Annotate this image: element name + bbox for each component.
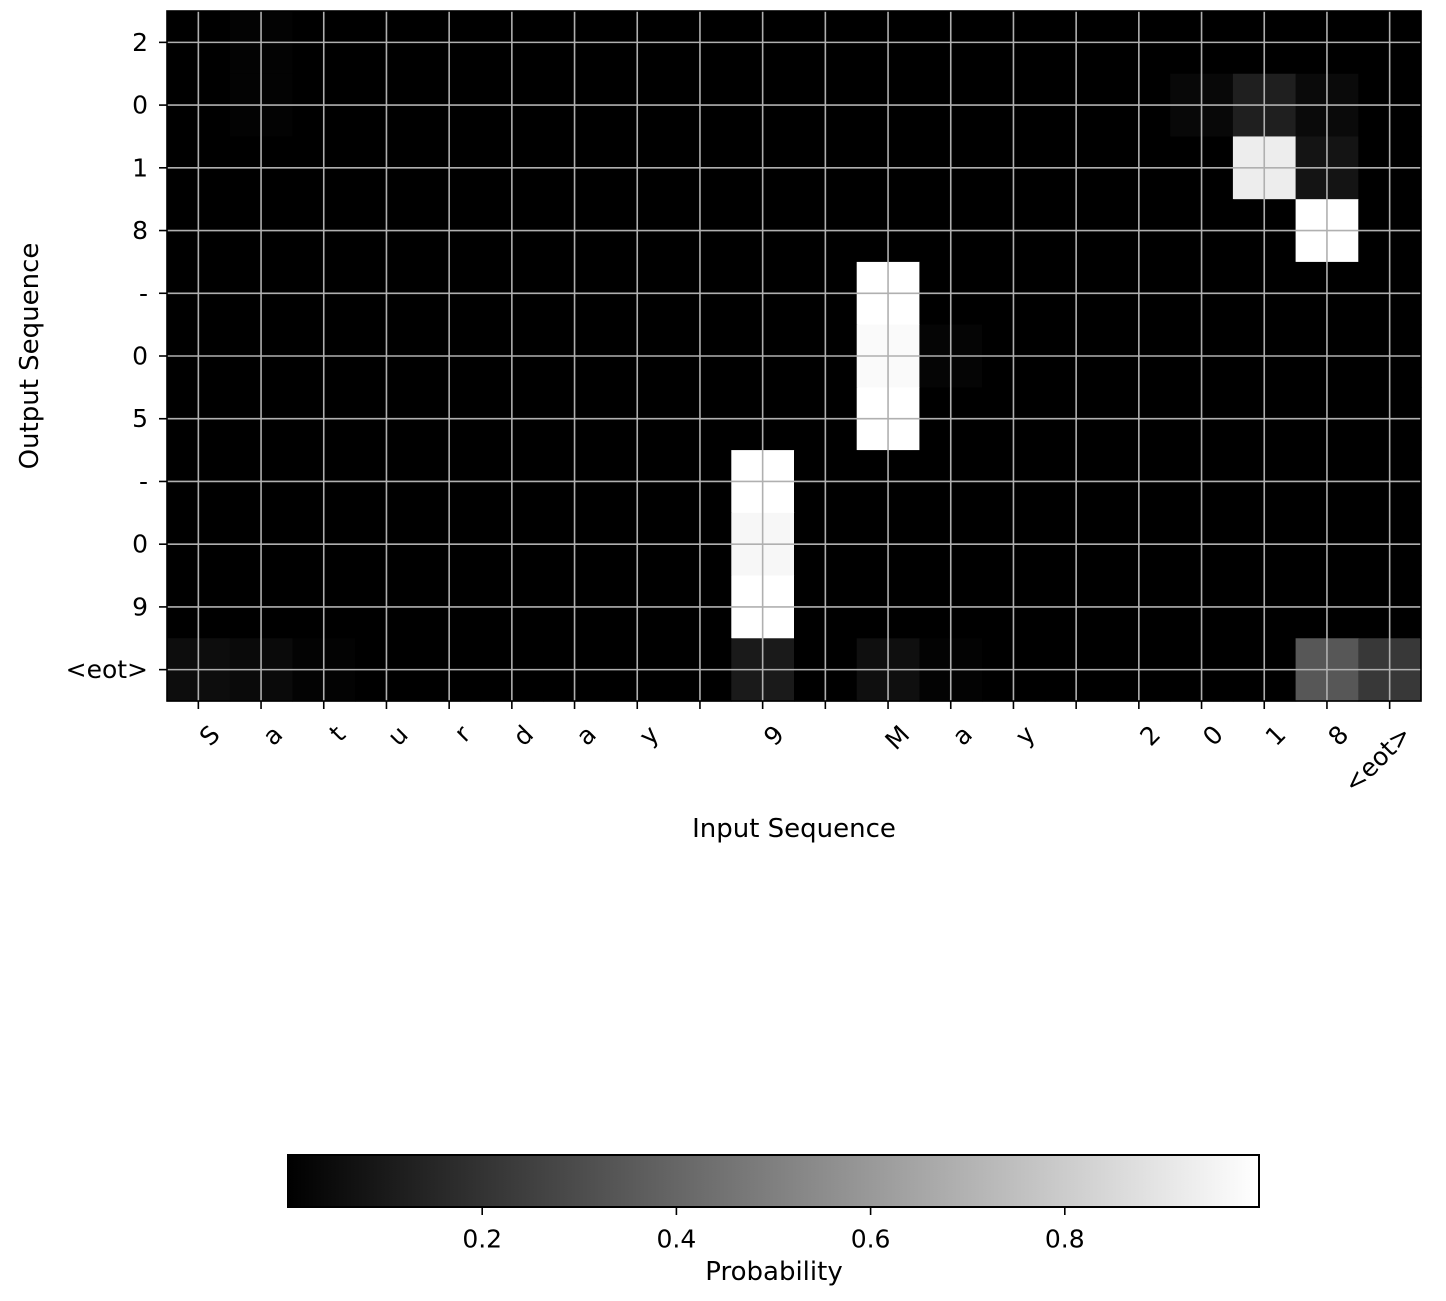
x-tick-label: u — [382, 720, 414, 752]
plot-frame — [166, 10, 1422, 702]
x-tick-label: y — [634, 720, 665, 751]
x-tick-label: y — [1010, 720, 1041, 751]
x-tick-label: r — [449, 719, 477, 747]
x-tick-label: 2 — [1134, 720, 1166, 752]
x-tick-label: 9 — [758, 720, 790, 752]
colorbar-tick-label: 0.8 — [1045, 1225, 1085, 1254]
y-axis-ticks: 2 0 1 8 - 0 5 - 0 9 <eot> — [66, 28, 167, 684]
colorbar-tick-label: 0.6 — [851, 1225, 891, 1254]
colorbar-ticks: 0.2 0.4 0.6 0.8 — [462, 1207, 1085, 1254]
x-tick-label: M — [880, 720, 916, 756]
y-tick-label: 2 — [132, 28, 148, 57]
colorbar-label: Probability — [705, 1257, 842, 1287]
heatmap-grid — [167, 11, 1421, 701]
y-tick-label: - — [139, 279, 148, 308]
colorbar-tick-label: 0.2 — [462, 1225, 502, 1254]
x-tick-label: <eot> — [1338, 720, 1417, 799]
y-tick-label: 0 — [132, 342, 148, 371]
x-tick-label: d — [507, 720, 539, 752]
y-tick-label: 8 — [132, 216, 148, 245]
y-tick-label: 0 — [132, 91, 148, 120]
y-tick-label: 9 — [132, 592, 148, 621]
y-tick-label: 0 — [132, 530, 148, 559]
x-tick-label: a — [570, 720, 601, 751]
y-axis-label: Output Sequence — [15, 243, 45, 470]
x-tick-label: S — [194, 720, 226, 752]
x-tick-label: a — [947, 720, 978, 751]
x-axis-label: Input Sequence — [692, 814, 896, 844]
y-tick-label: <eot> — [66, 655, 148, 684]
y-tick-label: 1 — [132, 153, 148, 182]
x-tick-label: 8 — [1322, 720, 1354, 752]
y-tick-label: - — [139, 467, 148, 496]
x-tick-label: t — [324, 720, 352, 748]
x-tick-label: a — [257, 720, 288, 751]
x-tick-label: 0 — [1197, 720, 1229, 752]
x-tick-label: 1 — [1260, 720, 1292, 752]
colorbar-tick-label: 0.4 — [657, 1225, 697, 1254]
y-tick-label: 5 — [132, 404, 148, 433]
colorbar — [287, 1154, 1260, 1208]
